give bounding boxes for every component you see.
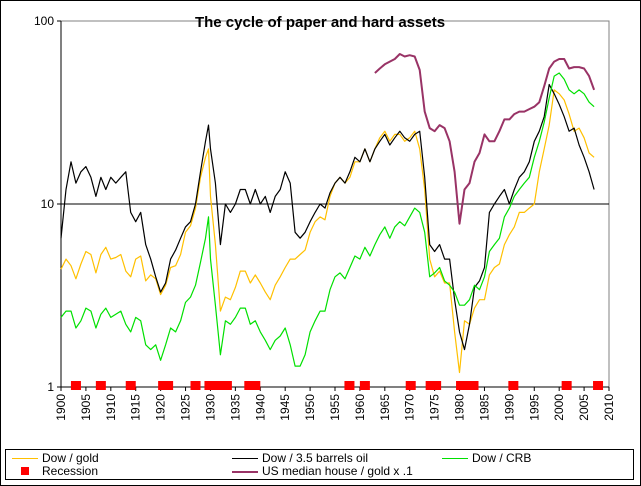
- legend-label-dow-oil: Dow / 3.5 barrels oil: [262, 451, 369, 465]
- recession-marker: [405, 381, 416, 390]
- series-line-dow-crb: [60, 72, 595, 367]
- legend-label-house-gold: US median house / gold x .1: [262, 464, 413, 478]
- x-tick-label: 1995: [527, 394, 541, 421]
- x-tick-label: 1975: [428, 394, 442, 421]
- legend: Dow / gold Recession Dow / 3.5 barrels o…: [5, 449, 634, 480]
- x-tick-label: 1920: [154, 394, 168, 421]
- x-tick-label: 1985: [477, 394, 491, 421]
- x-tick-label: 1950: [303, 394, 317, 421]
- recession-marker: [221, 381, 232, 390]
- recession-marker: [250, 381, 261, 390]
- axes: 1 10 100 1900 1905 1910 1915 1920 1925 1930 1935 19…: [34, 14, 616, 421]
- x-tick-label: 1925: [179, 394, 193, 421]
- legend-label-recession: Recession: [42, 464, 99, 478]
- recession-marker: [70, 381, 81, 390]
- recession-markers: [70, 381, 604, 390]
- recession-marker: [359, 381, 370, 390]
- recession-marker: [204, 381, 215, 390]
- recession-marker: [125, 381, 136, 390]
- x-tick-label: 1970: [403, 394, 417, 421]
- recession-marker: [163, 381, 174, 390]
- plot-area: [60, 20, 610, 388]
- recession-marker: [95, 381, 106, 390]
- x-tick-label: 1990: [502, 394, 516, 421]
- recession-marker: [593, 381, 604, 390]
- legend-label-dow-crb: Dow / CRB: [472, 451, 532, 465]
- y-tick-label: 100: [34, 14, 54, 28]
- series-lines: [60, 53, 596, 374]
- legend-swatch-dow-oil: [232, 458, 258, 459]
- recession-marker: [468, 381, 479, 390]
- recession-marker: [456, 381, 467, 390]
- x-tick-label: 1900: [54, 394, 68, 421]
- x-tick-label: 2010: [602, 394, 616, 421]
- recession-marker: [561, 381, 572, 390]
- legend-swatch-dow-crb: [442, 458, 468, 459]
- x-tick-label: 1910: [104, 394, 118, 421]
- x-tick-label: 1980: [453, 394, 467, 421]
- legend-swatch-house-gold: [232, 471, 258, 473]
- series-line-dow-3-5-barrels-oil: [60, 83, 595, 351]
- recession-marker: [216, 381, 227, 390]
- recession-marker: [508, 381, 519, 390]
- x-tick-label: 1935: [228, 394, 242, 421]
- chart: 1 10 100 1900 1905 1910 1915 1920 1925 1930 1935 19…: [34, 14, 616, 421]
- recession-marker: [344, 381, 355, 390]
- x-tick-label: 1930: [203, 394, 217, 421]
- x-tick-label: 1940: [253, 394, 267, 421]
- x-tick-label: 1945: [278, 394, 292, 421]
- x-tick-label: 2005: [577, 394, 591, 421]
- recession-marker: [244, 381, 255, 390]
- x-tick-label: 1955: [328, 394, 342, 421]
- legend-label-dow-gold: Dow / gold: [42, 451, 99, 465]
- recession-marker: [190, 381, 201, 390]
- x-tick-label: 1960: [353, 394, 367, 421]
- chart-title: The cycle of paper and hard assets: [195, 14, 445, 31]
- series-line-dow-gold: [60, 89, 595, 374]
- recession-marker: [210, 381, 221, 390]
- recession-marker: [425, 381, 436, 390]
- recession-marker: [431, 381, 442, 390]
- series-line-us-median-house-gold-x-1: [374, 53, 596, 225]
- x-tick-label: 1905: [79, 394, 93, 421]
- legend-swatch-dow-gold: [12, 458, 38, 459]
- x-tick-label: 1965: [378, 394, 392, 421]
- y-tick-label: 10: [41, 197, 55, 211]
- x-tick-label: 1915: [129, 394, 143, 421]
- legend-swatch-recession: [21, 467, 29, 475]
- y-tick-label: 1: [47, 380, 54, 394]
- x-tick-label: 2000: [552, 394, 566, 421]
